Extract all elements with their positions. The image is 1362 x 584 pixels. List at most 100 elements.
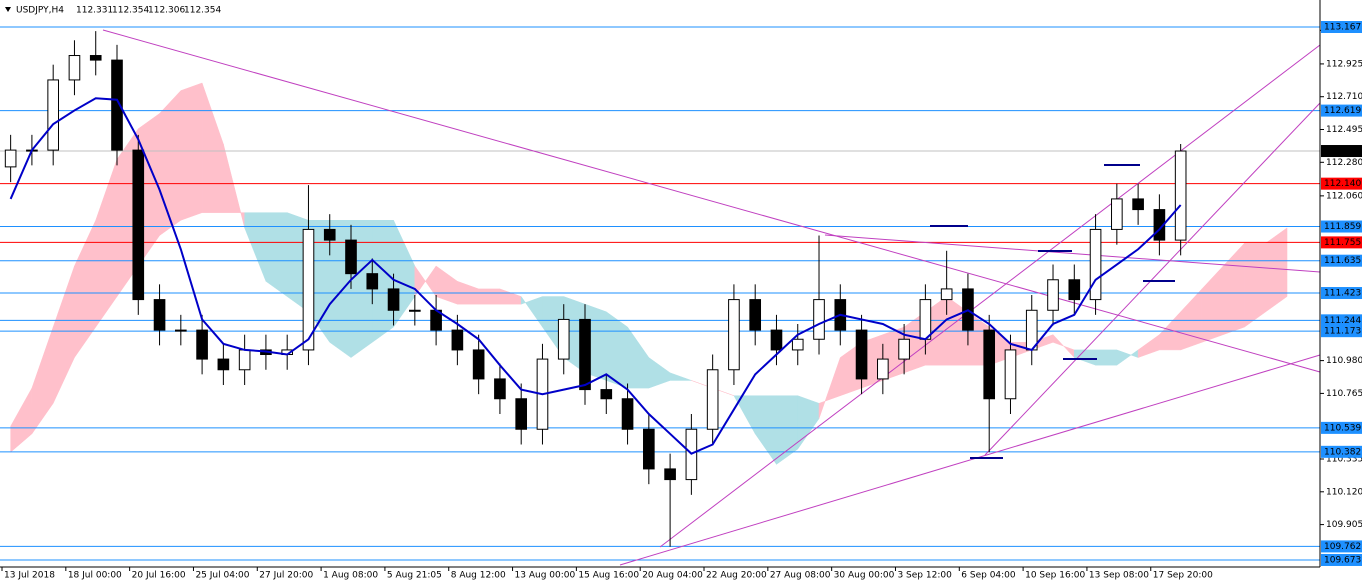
x-tick-label: 13 Jul 2018 bbox=[4, 571, 55, 581]
header: USDJPY,H4 112.331 112.354 112.306 112.35… bbox=[5, 6, 221, 16]
x-tick-label: 5 Aug 21:05 bbox=[387, 571, 442, 581]
y-tick-label: 110.980 bbox=[1326, 356, 1362, 366]
candle-body bbox=[770, 329, 783, 351]
level-label-box bbox=[1321, 21, 1362, 33]
cloud bbox=[10, 82, 1288, 466]
candle-body bbox=[1174, 150, 1187, 241]
trendline bbox=[619, 354, 1321, 566]
candle-body bbox=[1047, 279, 1059, 311]
level-label-box bbox=[1321, 421, 1362, 434]
level-label-box bbox=[1321, 104, 1362, 117]
candle-body bbox=[153, 299, 166, 331]
candle-body bbox=[1111, 198, 1123, 230]
x-tick-label: 17 Sep 20:00 bbox=[1153, 571, 1213, 581]
candle-body bbox=[175, 329, 187, 332]
x-tick-label: 15 Aug 16:00 bbox=[578, 571, 639, 581]
level-label: 110.539 bbox=[1324, 423, 1361, 433]
candle-body bbox=[728, 299, 740, 371]
x-tick-label: 20 Jul 16:00 bbox=[132, 571, 186, 581]
axis-labels: 113.145112.925112.710112.495112.280112.0… bbox=[1, 21, 1362, 581]
level-label-box bbox=[1321, 145, 1362, 158]
candle-body bbox=[68, 55, 81, 81]
candle-body bbox=[940, 288, 953, 301]
ma-line bbox=[9, 97, 1182, 455]
level-label-box bbox=[1321, 540, 1362, 553]
y-tick-label: 112.280 bbox=[1326, 158, 1362, 168]
candle-body bbox=[557, 318, 570, 360]
x-tick-label: 10 Sep 16:00 bbox=[1025, 571, 1085, 581]
candle-body bbox=[409, 309, 421, 312]
candle-body bbox=[643, 428, 655, 470]
candle-body bbox=[1132, 198, 1144, 211]
y-tick-label: 112.060 bbox=[1326, 191, 1362, 201]
level-label: 111.244 bbox=[1324, 316, 1361, 326]
x-tick-label: 27 Aug 08:00 bbox=[770, 571, 831, 581]
moving-average bbox=[9, 97, 1182, 455]
candle-body bbox=[877, 358, 889, 380]
cloud-segment bbox=[669, 372, 692, 381]
x-tick-label: 20 Aug 04:00 bbox=[642, 571, 703, 581]
y-tick-label: 112.710 bbox=[1326, 92, 1362, 102]
level-label-box bbox=[1321, 220, 1362, 233]
y-tick-label: 112.925 bbox=[1326, 59, 1362, 69]
y-tick-label: 112.495 bbox=[1326, 125, 1362, 135]
level-label: 113.167 bbox=[1324, 23, 1361, 33]
bar-open: 112.331 bbox=[76, 6, 113, 16]
y-tick-label: 110.335 bbox=[1326, 455, 1362, 465]
level-label: 111.173 bbox=[1324, 327, 1361, 337]
candle-body bbox=[387, 288, 400, 311]
candle-body bbox=[217, 358, 230, 371]
candle-body bbox=[579, 318, 591, 391]
level-label: 111.635 bbox=[1324, 256, 1361, 266]
dropdown-icon[interactable] bbox=[5, 7, 11, 12]
candle-body bbox=[47, 79, 60, 151]
candle-body bbox=[600, 389, 613, 400]
candle-body bbox=[1004, 349, 1017, 400]
candle-body bbox=[238, 349, 251, 371]
candle-body bbox=[706, 369, 719, 430]
candle-body bbox=[664, 468, 676, 481]
candle-body bbox=[302, 228, 315, 351]
candle-body bbox=[1153, 209, 1166, 241]
symbol: USDJPY,H4 bbox=[16, 6, 64, 16]
x-tick-label: 22 Aug 20:00 bbox=[706, 571, 767, 581]
y-tick-label: 110.765 bbox=[1326, 389, 1362, 399]
candle-body bbox=[515, 398, 528, 430]
candle-body bbox=[494, 378, 506, 400]
candle-body bbox=[621, 398, 634, 430]
x-tick-label: 13 Sep 08:00 bbox=[1089, 571, 1149, 581]
trendline bbox=[102, 29, 1321, 373]
cloud-segment bbox=[478, 288, 501, 305]
candles bbox=[4, 31, 1187, 547]
level-label-box bbox=[1321, 314, 1362, 327]
candle-body bbox=[345, 239, 357, 275]
cloud-segment bbox=[159, 89, 182, 237]
level-label-box bbox=[1321, 553, 1362, 566]
cloud-segment bbox=[1265, 227, 1288, 313]
candle-body bbox=[898, 338, 910, 360]
markers bbox=[930, 164, 1175, 459]
bar-close: 112.354 bbox=[184, 6, 221, 16]
candle-body bbox=[983, 329, 996, 400]
candle-body bbox=[919, 299, 932, 340]
level-label-box bbox=[1321, 325, 1362, 338]
y-tick-label: 109.905 bbox=[1326, 520, 1362, 530]
level-label: 109.762 bbox=[1324, 542, 1361, 552]
level-label-box bbox=[1321, 254, 1362, 267]
candle-body bbox=[813, 299, 825, 340]
candle-body bbox=[196, 329, 208, 360]
candle-body bbox=[1089, 228, 1102, 301]
x-tick-label: 25 Jul 04:00 bbox=[195, 571, 249, 581]
level-label-box bbox=[1321, 445, 1362, 458]
trendlines bbox=[102, 29, 1321, 566]
candle-body bbox=[323, 228, 336, 241]
level-label: 111.423 bbox=[1324, 289, 1361, 299]
level-label: 109.673 bbox=[1324, 555, 1361, 565]
level-label-box bbox=[1321, 177, 1362, 190]
trendline bbox=[984, 102, 1321, 456]
level-label: 112.619 bbox=[1324, 106, 1361, 116]
x-tick-label: 13 Aug 00:00 bbox=[515, 571, 576, 581]
bar-high: 112.354 bbox=[112, 6, 149, 16]
